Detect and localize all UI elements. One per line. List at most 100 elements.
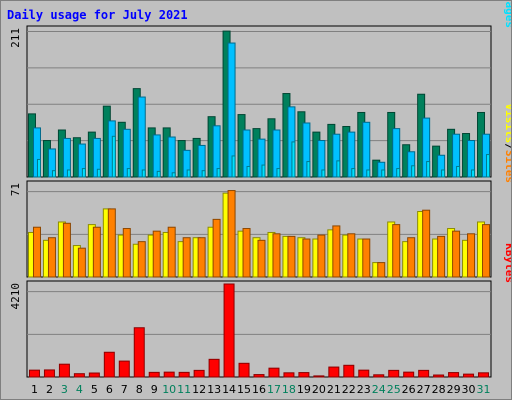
sites-visits-bar-sites-1 (32, 226, 41, 278)
hits-files-pages-bar-pages-7 (126, 168, 131, 178)
x-tick-label-17: 17 (267, 383, 281, 396)
x-tick-label-26: 26 (402, 383, 416, 396)
kbytes-bar-kbytes-31 (478, 372, 490, 378)
sites-visits-bar-sites-18 (287, 235, 296, 278)
x-tick-label-15: 15 (237, 383, 251, 396)
kbytes-bar-kbytes-28 (433, 374, 445, 378)
hits-files-pages-bar-pages-23 (366, 169, 371, 178)
x-tick-label-8: 8 (136, 383, 143, 396)
kbytes-bar-kbytes-2 (43, 369, 55, 378)
kbytes-bar-kbytes-1 (28, 369, 40, 378)
hits-files-pages-bar-pages-28 (441, 169, 446, 178)
sites-visits-bar-sites-11 (182, 237, 191, 278)
kbytes-bar-kbytes-10 (163, 371, 175, 378)
hits-files-pages-bar-pages-18 (291, 141, 296, 178)
kbytes-bar-kbytes-11 (178, 371, 190, 378)
hits-files-pages-bar-pages-10 (171, 172, 176, 178)
sites-visits-bar-sites-8 (137, 241, 146, 278)
x-tick-label-30: 30 (462, 383, 476, 396)
hits-files-pages-bar-pages-29 (456, 165, 461, 178)
kbytes-bar-kbytes-6 (103, 351, 115, 378)
x-tick-label-28: 28 (432, 383, 446, 396)
kbytes-bar-kbytes-22 (343, 364, 355, 378)
hits-files-pages-bar-pages-26 (411, 165, 416, 178)
kbytes-bar-kbytes-24 (373, 374, 385, 378)
hits-files-pages-bar-files-10 (167, 136, 176, 178)
kbytes-ymax-label: 4210 (9, 283, 22, 310)
kbytes-bar-kbytes-18 (283, 372, 295, 378)
kbytes-bar-kbytes-3 (58, 363, 70, 378)
sites-visits-bar-sites-26 (407, 237, 416, 278)
kbytes-bar-kbytes-25 (388, 369, 400, 378)
x-tick-label-29: 29 (447, 383, 461, 396)
kbytes-bar-kbytes-30 (463, 373, 475, 378)
sites-visits-legend: Visits/Sites (503, 104, 511, 184)
hits-files-pages-bar-pages-5 (96, 168, 101, 178)
x-tick-label-5: 5 (91, 383, 98, 396)
kbytes-bar-kbytes-14 (223, 283, 235, 378)
hits-files-pages-bar-pages-4 (81, 168, 86, 178)
sites-visits-bar-sites-14 (227, 190, 236, 278)
sites-visits-bar-sites-13 (212, 218, 221, 278)
hits-files-pages-bar-pages-13 (216, 168, 221, 178)
kbytes-bar-kbytes-16 (253, 374, 265, 378)
kbytes-bar-kbytes-19 (298, 372, 310, 378)
x-tick-label-27: 27 (417, 383, 431, 396)
x-tick-label-25: 25 (387, 383, 401, 396)
hits-files-pages-bar-pages-3 (66, 169, 71, 178)
sites-visits-bar-sites-5 (92, 226, 101, 278)
sites-visits-bar-sites-7 (122, 228, 131, 278)
kbytes-bar-kbytes-26 (403, 371, 415, 378)
kbytes-bar-kbytes-15 (238, 362, 250, 378)
kbytes-plot-area (26, 280, 492, 378)
kbytes-bar-kbytes-23 (358, 369, 370, 378)
hits-files-pages-bar-pages-21 (336, 160, 341, 178)
sites-visits-bar-sites-24 (377, 262, 386, 278)
hits-files-pages-bar-pages-19 (306, 161, 311, 178)
x-tick-label-2: 2 (46, 383, 53, 396)
x-tick-label-19: 19 (297, 383, 311, 396)
sites-visits-bar-sites-28 (437, 235, 446, 278)
sites-visits-bar-sites-21 (332, 225, 341, 278)
x-tick-label-22: 22 (342, 383, 356, 396)
sites-visits-bar-sites-22 (347, 233, 356, 278)
kbytes-bar-kbytes-20 (313, 375, 325, 378)
hits-files-pages-bar-pages-16 (261, 164, 266, 178)
sites-visits-ymax-label: 71 (9, 183, 22, 196)
x-tick-label-3: 3 (61, 383, 68, 396)
sites-visits-bar-sites-9 (152, 230, 161, 278)
sites-visits-bar-sites-10 (167, 226, 176, 278)
x-tick-label-23: 23 (357, 383, 371, 396)
hits-files-pages-bar-pages-15 (246, 165, 251, 178)
legend-entry: Sites (503, 150, 511, 183)
sites-visits-bar-sites-3 (62, 222, 71, 278)
chart-title: Daily usage for July 2021 (7, 8, 188, 22)
x-tick-label-14: 14 (222, 383, 236, 396)
hits-files-pages-bar-pages-14 (231, 155, 236, 178)
hits-files-pages-bar-pages-20 (321, 169, 326, 178)
sites-visits-bar-sites-29 (452, 230, 461, 278)
kbytes-bar-kbytes-13 (208, 358, 220, 378)
sites-visits-bar-sites-12 (197, 237, 206, 278)
x-tick-label-6: 6 (106, 383, 113, 396)
kbytes-bar-kbytes-5 (88, 372, 100, 378)
hits-files-pages-legend: Hits/Files/Pages (503, 1, 511, 28)
x-tick-label-4: 4 (76, 383, 83, 396)
x-tick-label-1: 1 (31, 383, 38, 396)
hits-files-pages-bar-files-8 (137, 96, 146, 178)
sites-visits-bar-sites-23 (362, 238, 371, 278)
kbytes-bar-kbytes-12 (193, 369, 205, 378)
hits-files-pages-panel: 211 Hits/Files/Pages (9, 1, 511, 178)
x-tick-label-21: 21 (327, 383, 341, 396)
x-tick-label-20: 20 (312, 383, 326, 396)
hits-files-pages-bar-pages-6 (111, 135, 116, 178)
hits-files-pages-bar-pages-25 (396, 168, 401, 178)
hits-files-pages-bar-pages-1 (36, 158, 41, 178)
sites-visits-bar-sites-25 (392, 224, 401, 278)
x-tick-label-13: 13 (207, 383, 221, 396)
sites-visits-bar-sites-27 (422, 209, 431, 278)
legend-entry: / (503, 143, 511, 150)
legend-entry: Pages (503, 1, 511, 28)
